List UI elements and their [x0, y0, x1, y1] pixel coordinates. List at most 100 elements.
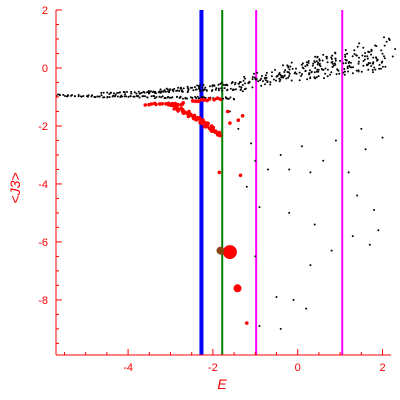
data-point [281, 74, 283, 77]
data-point [153, 91, 156, 94]
data-point [202, 120, 206, 125]
data-point [314, 67, 317, 69]
data-point [295, 67, 297, 70]
data-point [144, 95, 146, 98]
data-point [260, 77, 263, 80]
data-point [254, 159, 257, 162]
data-point [368, 51, 371, 54]
data-point [321, 59, 324, 62]
data-point [335, 73, 338, 76]
data-point [241, 84, 244, 86]
data-point [257, 80, 260, 83]
data-point [248, 81, 251, 84]
data-point [373, 209, 375, 211]
data-point [334, 51, 337, 54]
data-point [347, 62, 350, 64]
data-point [254, 255, 257, 258]
data-point [178, 90, 181, 92]
data-point [149, 102, 154, 106]
data-point [349, 66, 352, 69]
data-point [306, 78, 309, 81]
data-point [215, 87, 218, 90]
data-point [113, 92, 115, 95]
data-point [261, 75, 263, 77]
data-point [203, 88, 206, 91]
data-point [331, 60, 334, 63]
data-point [258, 325, 261, 327]
data-point [362, 64, 365, 67]
data-point [116, 92, 119, 94]
data-point [172, 90, 175, 93]
x-tick-label: -4 [123, 362, 133, 374]
data-point [217, 83, 220, 86]
data-point [279, 78, 282, 81]
data-point [116, 95, 119, 98]
data-point [222, 97, 224, 100]
data-point [114, 93, 117, 96]
data-point [175, 89, 178, 92]
data-point [119, 96, 122, 98]
data-point [162, 90, 165, 93]
data-point [376, 58, 379, 61]
data-point [253, 72, 256, 75]
data-point [355, 54, 358, 57]
data-point [244, 77, 246, 80]
data-point [330, 71, 333, 74]
data-point [221, 89, 224, 92]
data-point [368, 243, 371, 246]
data-point [286, 64, 289, 67]
data-point [344, 62, 347, 65]
data-point [364, 55, 366, 58]
data-point [164, 90, 167, 93]
data-point [243, 75, 246, 78]
data-point [379, 67, 382, 70]
data-point [362, 46, 365, 49]
data-point [77, 95, 80, 98]
data-point [180, 87, 183, 90]
data-point [384, 65, 387, 68]
data-point [251, 78, 254, 81]
x-tick-label: 0 [295, 362, 301, 374]
data-point [364, 52, 367, 54]
data-point [290, 79, 293, 82]
data-point [102, 91, 105, 94]
data-point [344, 49, 347, 51]
data-point [80, 95, 82, 98]
data-point [243, 88, 246, 91]
data-point [267, 168, 269, 171]
data-point [377, 229, 380, 232]
data-point [333, 62, 336, 65]
data-point [191, 96, 194, 99]
data-point [151, 91, 154, 94]
data-point [300, 145, 303, 148]
data-point [289, 65, 292, 68]
data-point [279, 327, 282, 330]
data-point [234, 81, 237, 84]
data-point [346, 52, 349, 55]
data-point [278, 80, 281, 83]
data-point [366, 57, 369, 60]
data-point [344, 55, 347, 58]
data-point [391, 55, 394, 58]
data-point [123, 91, 126, 94]
data-point [186, 97, 189, 100]
data-point [132, 95, 135, 98]
data-point [197, 97, 200, 100]
data-point [135, 92, 138, 95]
data-point [288, 211, 291, 214]
data-point [357, 70, 360, 73]
data-point [358, 42, 361, 45]
data-point [140, 91, 143, 94]
data-point [372, 71, 374, 74]
data-point [285, 77, 288, 80]
data-point [220, 87, 223, 90]
data-point [279, 73, 282, 76]
data-point [96, 95, 99, 98]
data-point [201, 86, 204, 89]
data-point [106, 91, 109, 94]
data-point [198, 85, 201, 88]
data-point [238, 173, 243, 178]
data-point [203, 96, 205, 99]
data-point [265, 71, 268, 74]
data-point [317, 75, 320, 78]
